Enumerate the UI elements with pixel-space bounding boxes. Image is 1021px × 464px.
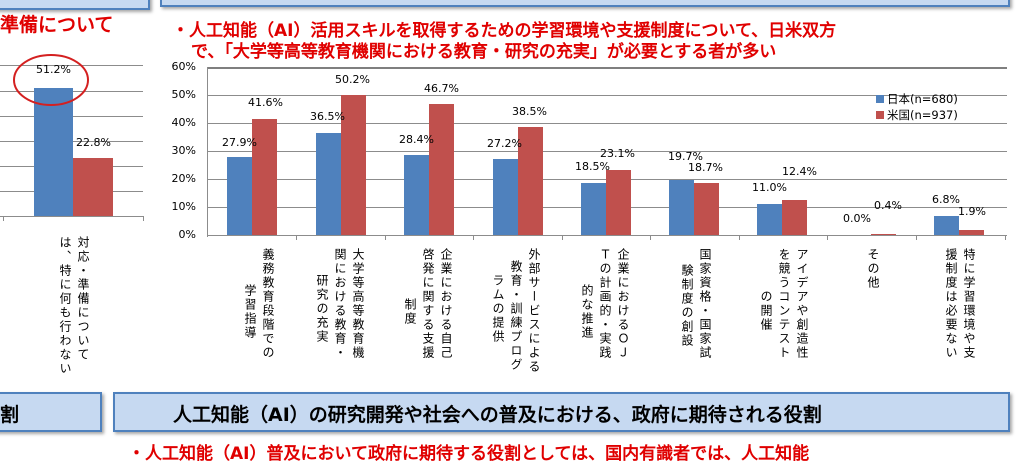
- bar-japan: [404, 155, 429, 235]
- bar-us: [871, 234, 896, 235]
- value-label-japan: 11.0%: [752, 181, 787, 194]
- chart-legend: 日本(n=680) 米国(n=937): [876, 91, 958, 123]
- left-value-us: 22.8%: [76, 136, 111, 149]
- value-label-japan: 19.7%: [668, 150, 703, 163]
- category-label: ラムの提供: [491, 274, 505, 344]
- value-label-japan: 36.5%: [310, 110, 345, 123]
- bar-japan: [934, 216, 959, 235]
- value-label-us: 41.6%: [248, 96, 283, 109]
- bar-us: [341, 95, 366, 235]
- left-bottom-box: [0, 392, 102, 432]
- left-bottom-box-title: 割: [0, 404, 20, 426]
- category-label: の開催: [759, 290, 773, 332]
- legend-swatch-japan: [876, 95, 884, 103]
- bar-japan: [316, 133, 341, 235]
- value-label-japan: 27.2%: [487, 137, 522, 150]
- category-label: 外部サービスによる: [527, 248, 541, 374]
- right-bottom-box-title: 人工知能（AI）の研究開発や社会への普及における、政府に期待される役割: [173, 404, 822, 426]
- category-label: 企業におけるＯＪ: [616, 248, 630, 360]
- bar-us: [694, 183, 719, 235]
- bar-japan: [493, 159, 518, 235]
- legend-label-us: 米国(n=937): [887, 108, 958, 122]
- category-label: 義務教育段階での: [261, 248, 275, 360]
- category-label: その他: [866, 248, 880, 290]
- left-top-box: [0, 0, 150, 10]
- y-axis-label: 20%: [171, 172, 196, 185]
- category-label: 的な推進: [580, 284, 594, 340]
- y-axis-label: 40%: [171, 116, 196, 129]
- category-label: を競うコンテスト: [777, 248, 791, 360]
- value-label-us: 50.2%: [335, 73, 370, 86]
- bar-japan: [227, 157, 252, 235]
- category-label: 啓発に関する支援: [421, 248, 435, 360]
- bar-us: [606, 170, 631, 235]
- right-bottom-box: [113, 392, 1010, 432]
- value-label-us: 46.7%: [424, 82, 459, 95]
- y-axis-label: 10%: [171, 200, 196, 213]
- bar-japan: [669, 180, 694, 235]
- legend-item-japan: 日本(n=680): [876, 91, 958, 107]
- category-label: 大学等高等教育機: [351, 248, 365, 360]
- y-axis-label: 60%: [171, 60, 196, 73]
- left-heading: 準備について: [0, 14, 114, 36]
- y-axis-label: 30%: [171, 144, 196, 157]
- bar-japan: [581, 183, 606, 235]
- category-label: アイデアや創造性: [795, 248, 809, 360]
- value-label-japan: 6.8%: [932, 193, 960, 206]
- value-label-us: 18.7%: [688, 161, 723, 174]
- value-label-us: 38.5%: [512, 105, 547, 118]
- category-label: 研究の充実: [315, 274, 329, 344]
- bar-japan: [757, 204, 782, 235]
- category-label: 企業における自己: [439, 248, 453, 360]
- right-top-box: [160, 0, 1010, 7]
- value-label-us: 0.4%: [874, 199, 902, 212]
- left-bar-japan: [34, 88, 73, 216]
- bar-us: [252, 119, 277, 235]
- right-bottom-red-text: ・人工知能（AI）普及において政府に期待する役割としては、国内有識者では、人工知…: [128, 444, 810, 464]
- bar-us: [782, 200, 807, 235]
- highlight-circle-annotation: [13, 54, 89, 106]
- category-label: 国家資格・国家試: [698, 248, 712, 360]
- value-label-us: 1.9%: [958, 205, 986, 218]
- y-axis-label: 0%: [178, 228, 196, 241]
- right-heading-line2: で、「大学等高等教育機関における教育・研究の充実」が必要とする者が多い: [191, 42, 777, 62]
- bar-us: [429, 104, 454, 235]
- right-heading-line1: ・人工知能（AI）活用スキルを取得するための学習環境や支援制度について、日米双方: [172, 21, 837, 41]
- value-label-japan: 0.0%: [843, 212, 871, 225]
- left-value-japan: 51.2%: [36, 63, 71, 76]
- y-axis-label: 50%: [171, 88, 196, 101]
- category-label: 特に学習環境や支: [962, 248, 976, 360]
- category-label: 験制度の創設: [680, 264, 694, 348]
- category-label: 制度: [403, 298, 417, 326]
- legend-swatch-us: [876, 111, 884, 119]
- category-label: Ｔの計画的・実践: [598, 248, 612, 360]
- value-label-japan: 18.5%: [575, 160, 610, 173]
- value-label-us: 12.4%: [782, 165, 817, 178]
- left-bar-us: [73, 158, 113, 216]
- legend-item-us: 米国(n=937): [876, 107, 958, 123]
- value-label-us: 23.1%: [600, 147, 635, 160]
- category-label: 関における教育・: [333, 248, 347, 360]
- category-label: 援制度は必要ない: [944, 248, 958, 360]
- legend-label-japan: 日本(n=680): [887, 92, 958, 106]
- value-label-japan: 28.4%: [399, 133, 434, 146]
- bar-us: [518, 127, 543, 235]
- value-label-japan: 27.9%: [222, 136, 257, 149]
- left-category-label-col1: 対応・準備について: [76, 236, 90, 362]
- left-category-label-col2: は、特に何も行わない: [58, 236, 72, 376]
- bar-us: [959, 230, 984, 235]
- category-label: 教育・訓練プログ: [509, 260, 523, 372]
- category-label: 学習指導: [243, 284, 257, 340]
